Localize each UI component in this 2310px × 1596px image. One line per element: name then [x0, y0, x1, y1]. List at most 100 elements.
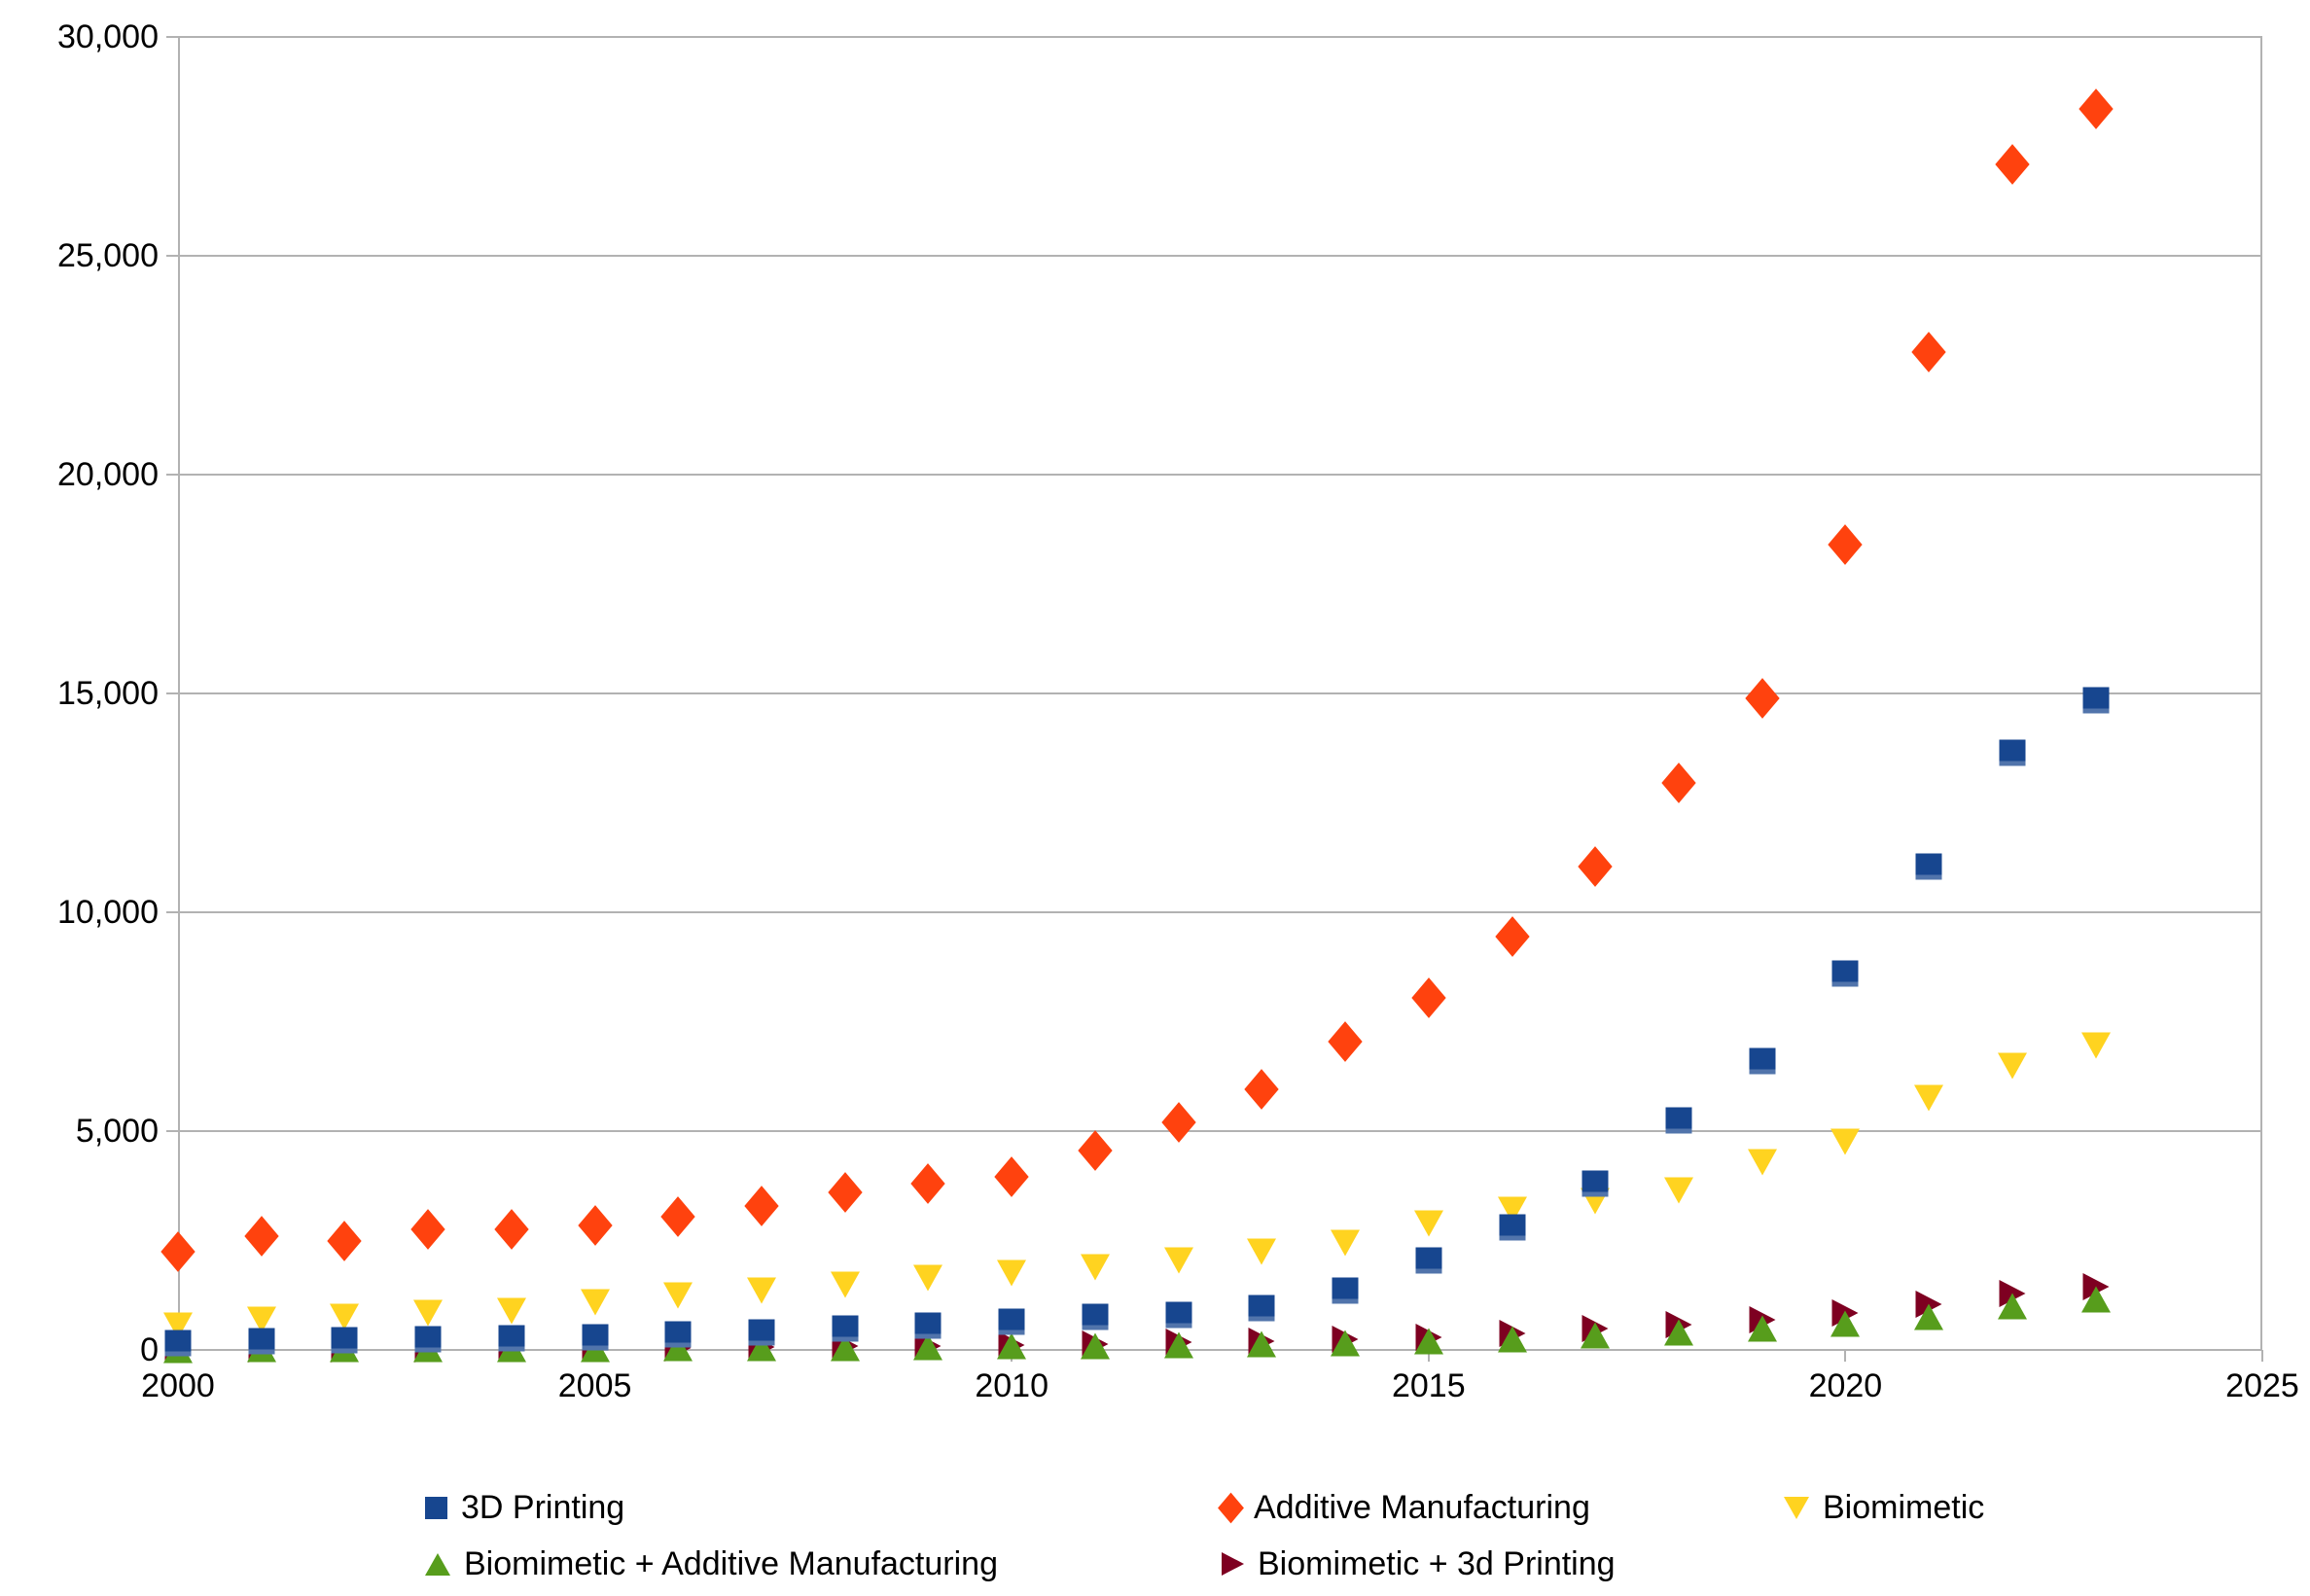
- data-point-3d-printing-2008[interactable]: [832, 1315, 859, 1341]
- data-point-biomimetic-2005[interactable]: [580, 1289, 610, 1315]
- data-point-3d-printing-2014[interactable]: [1332, 1277, 1359, 1304]
- legend-label: Biomimetic + 3d Printing: [1258, 1545, 1616, 1582]
- data-point-3d-printing-2016[interactable]: [1499, 1214, 1526, 1241]
- legend-label: Biomimetic + Additive Manufacturing: [464, 1545, 998, 1582]
- data-point-biomimetic-2003[interactable]: [413, 1299, 444, 1327]
- y-tick: [166, 36, 178, 38]
- data-point-additive-manufacturing-2009[interactable]: [910, 1163, 946, 1204]
- data-point-biomimetic-additive-manufacturing-2021[interactable]: [1914, 1303, 1944, 1330]
- x-axis-label-2015: 2015: [1391, 1367, 1466, 1404]
- data-point-additive-manufacturing-2020[interactable]: [1828, 524, 1864, 565]
- legend-item-biomimetic[interactable]: Biomimetic: [1784, 1486, 1984, 1529]
- plot-right-border: [2260, 37, 2262, 1350]
- data-point-biomimetic-2008[interactable]: [830, 1271, 860, 1297]
- data-point-biomimetic-2014[interactable]: [1331, 1229, 1361, 1257]
- data-point-3d-printing-2019[interactable]: [1749, 1047, 1776, 1075]
- data-point-biomimetic-2022[interactable]: [1997, 1052, 2027, 1079]
- data-point-3d-printing-2005[interactable]: [582, 1324, 609, 1350]
- data-point-biomimetic-2006[interactable]: [663, 1282, 693, 1309]
- data-point-additive-manufacturing-2018[interactable]: [1661, 763, 1696, 804]
- data-point-additive-manufacturing-2002[interactable]: [327, 1220, 363, 1261]
- data-point-additive-manufacturing-2004[interactable]: [494, 1209, 529, 1251]
- data-point-additive-manufacturing-2021[interactable]: [1911, 332, 1946, 372]
- data-point-additive-manufacturing-2023[interactable]: [2078, 89, 2114, 130]
- y-tick: [166, 474, 178, 476]
- legend-item-additive-manufacturing[interactable]: Additive Manufacturing: [1218, 1486, 1590, 1529]
- data-point-3d-printing-2002[interactable]: [331, 1327, 358, 1354]
- data-point-biomimetic-additive-manufacturing-2020[interactable]: [1830, 1310, 1861, 1337]
- data-point-additive-manufacturing-2000[interactable]: [160, 1230, 195, 1272]
- y-tick: [166, 255, 178, 257]
- data-point-additive-manufacturing-2011[interactable]: [1078, 1130, 1113, 1172]
- data-point-3d-printing-2012[interactable]: [1165, 1301, 1192, 1329]
- data-point-additive-manufacturing-2003[interactable]: [410, 1209, 445, 1251]
- data-point-additive-manufacturing-2010[interactable]: [994, 1156, 1029, 1198]
- data-point-additive-manufacturing-2013[interactable]: [1244, 1069, 1280, 1111]
- data-point-3d-printing-2006[interactable]: [664, 1321, 692, 1348]
- data-point-additive-manufacturing-2012[interactable]: [1160, 1102, 1196, 1143]
- data-point-biomimetic-additive-manufacturing-2016[interactable]: [1497, 1326, 1527, 1353]
- data-point-additive-manufacturing-2006[interactable]: [660, 1195, 695, 1237]
- data-point-additive-manufacturing-2016[interactable]: [1494, 915, 1530, 957]
- data-point-3d-printing-2013[interactable]: [1248, 1295, 1275, 1322]
- data-point-biomimetic-additive-manufacturing-2010[interactable]: [997, 1332, 1027, 1360]
- data-point-additive-manufacturing-2008[interactable]: [828, 1172, 863, 1213]
- data-point-3d-printing-2003[interactable]: [414, 1326, 442, 1353]
- data-point-additive-manufacturing-2017[interactable]: [1578, 845, 1613, 887]
- data-point-biomimetic-additive-manufacturing-2017[interactable]: [1581, 1322, 1611, 1349]
- data-point-biomimetic-2009[interactable]: [913, 1264, 943, 1292]
- data-point-biomimetic-additive-manufacturing-2015[interactable]: [1413, 1328, 1443, 1355]
- data-point-biomimetic-2021[interactable]: [1914, 1084, 1944, 1112]
- data-point-3d-printing-2010[interactable]: [998, 1308, 1025, 1335]
- data-point-additive-manufacturing-2007[interactable]: [744, 1185, 779, 1226]
- data-point-3d-printing-2015[interactable]: [1415, 1247, 1442, 1274]
- data-point-biomimetic-2007[interactable]: [747, 1277, 777, 1304]
- legend-item-3d-printing[interactable]: 3D Printing: [425, 1486, 624, 1529]
- data-point-biomimetic-2011[interactable]: [1080, 1254, 1110, 1280]
- data-point-3d-printing-2011[interactable]: [1082, 1303, 1109, 1330]
- data-point-biomimetic-2004[interactable]: [496, 1297, 526, 1324]
- data-point-biomimetic-additive-manufacturing-2019[interactable]: [1747, 1315, 1777, 1342]
- data-point-3d-printing-2007[interactable]: [748, 1319, 775, 1346]
- data-point-biomimetic-additive-manufacturing-2022[interactable]: [1997, 1293, 2027, 1320]
- data-point-3d-printing-2017[interactable]: [1581, 1170, 1609, 1197]
- data-point-3d-printing-2021[interactable]: [1915, 853, 1942, 880]
- data-point-additive-manufacturing-2019[interactable]: [1744, 677, 1780, 719]
- data-point-3d-printing-2020[interactable]: [1831, 960, 1859, 987]
- data-point-biomimetic-2019[interactable]: [1747, 1149, 1777, 1175]
- data-point-biomimetic-2012[interactable]: [1163, 1247, 1193, 1274]
- data-point-biomimetic-2013[interactable]: [1247, 1238, 1277, 1265]
- data-point-biomimetic-additive-manufacturing-2013[interactable]: [1247, 1330, 1277, 1358]
- data-point-3d-printing-2009[interactable]: [914, 1312, 942, 1339]
- data-point-biomimetic-additive-manufacturing-2018[interactable]: [1663, 1319, 1693, 1346]
- data-point-biomimetic-additive-manufacturing-2023[interactable]: [2080, 1286, 2111, 1313]
- data-point-3d-printing-2004[interactable]: [498, 1325, 525, 1352]
- data-point-biomimetic-additive-manufacturing-2014[interactable]: [1331, 1330, 1361, 1357]
- data-point-additive-manufacturing-2022[interactable]: [1995, 143, 2030, 185]
- data-point-biomimetic-2020[interactable]: [1830, 1128, 1861, 1155]
- data-point-biomimetic-2015[interactable]: [1413, 1210, 1443, 1236]
- x-tick: [1427, 1350, 1430, 1362]
- data-point-biomimetic-2002[interactable]: [330, 1303, 360, 1330]
- data-point-additive-manufacturing-2015[interactable]: [1411, 976, 1446, 1018]
- legend-item-biomimetic-additive-manufacturing[interactable]: Biomimetic + Additive Manufacturing: [425, 1543, 998, 1585]
- data-point-biomimetic-2010[interactable]: [997, 1259, 1027, 1287]
- legend-item-biomimetic-3d-printing[interactable]: Biomimetic + 3d Printing: [1222, 1543, 1616, 1585]
- data-point-3d-printing-2000[interactable]: [164, 1330, 192, 1357]
- data-point-biomimetic-2018[interactable]: [1663, 1177, 1693, 1204]
- data-point-biomimetic-additive-manufacturing-2012[interactable]: [1163, 1331, 1193, 1359]
- gridline-y-15000: [178, 692, 2262, 694]
- data-point-additive-manufacturing-2001[interactable]: [244, 1216, 279, 1257]
- data-point-additive-manufacturing-2005[interactable]: [577, 1204, 613, 1246]
- data-point-biomimetic-additive-manufacturing-2011[interactable]: [1080, 1332, 1110, 1359]
- data-point-3d-printing-2001[interactable]: [248, 1328, 275, 1355]
- data-point-3d-printing-2018[interactable]: [1665, 1107, 1692, 1134]
- data-point-3d-printing-2023[interactable]: [2082, 687, 2110, 714]
- gridline-y-10000: [178, 911, 2262, 913]
- gridline-y-30000: [178, 36, 2262, 38]
- y-tick: [166, 1130, 178, 1132]
- data-point-3d-printing-2022[interactable]: [1999, 739, 2026, 766]
- data-point-biomimetic-2023[interactable]: [2080, 1032, 2111, 1059]
- data-point-additive-manufacturing-2014[interactable]: [1328, 1020, 1363, 1062]
